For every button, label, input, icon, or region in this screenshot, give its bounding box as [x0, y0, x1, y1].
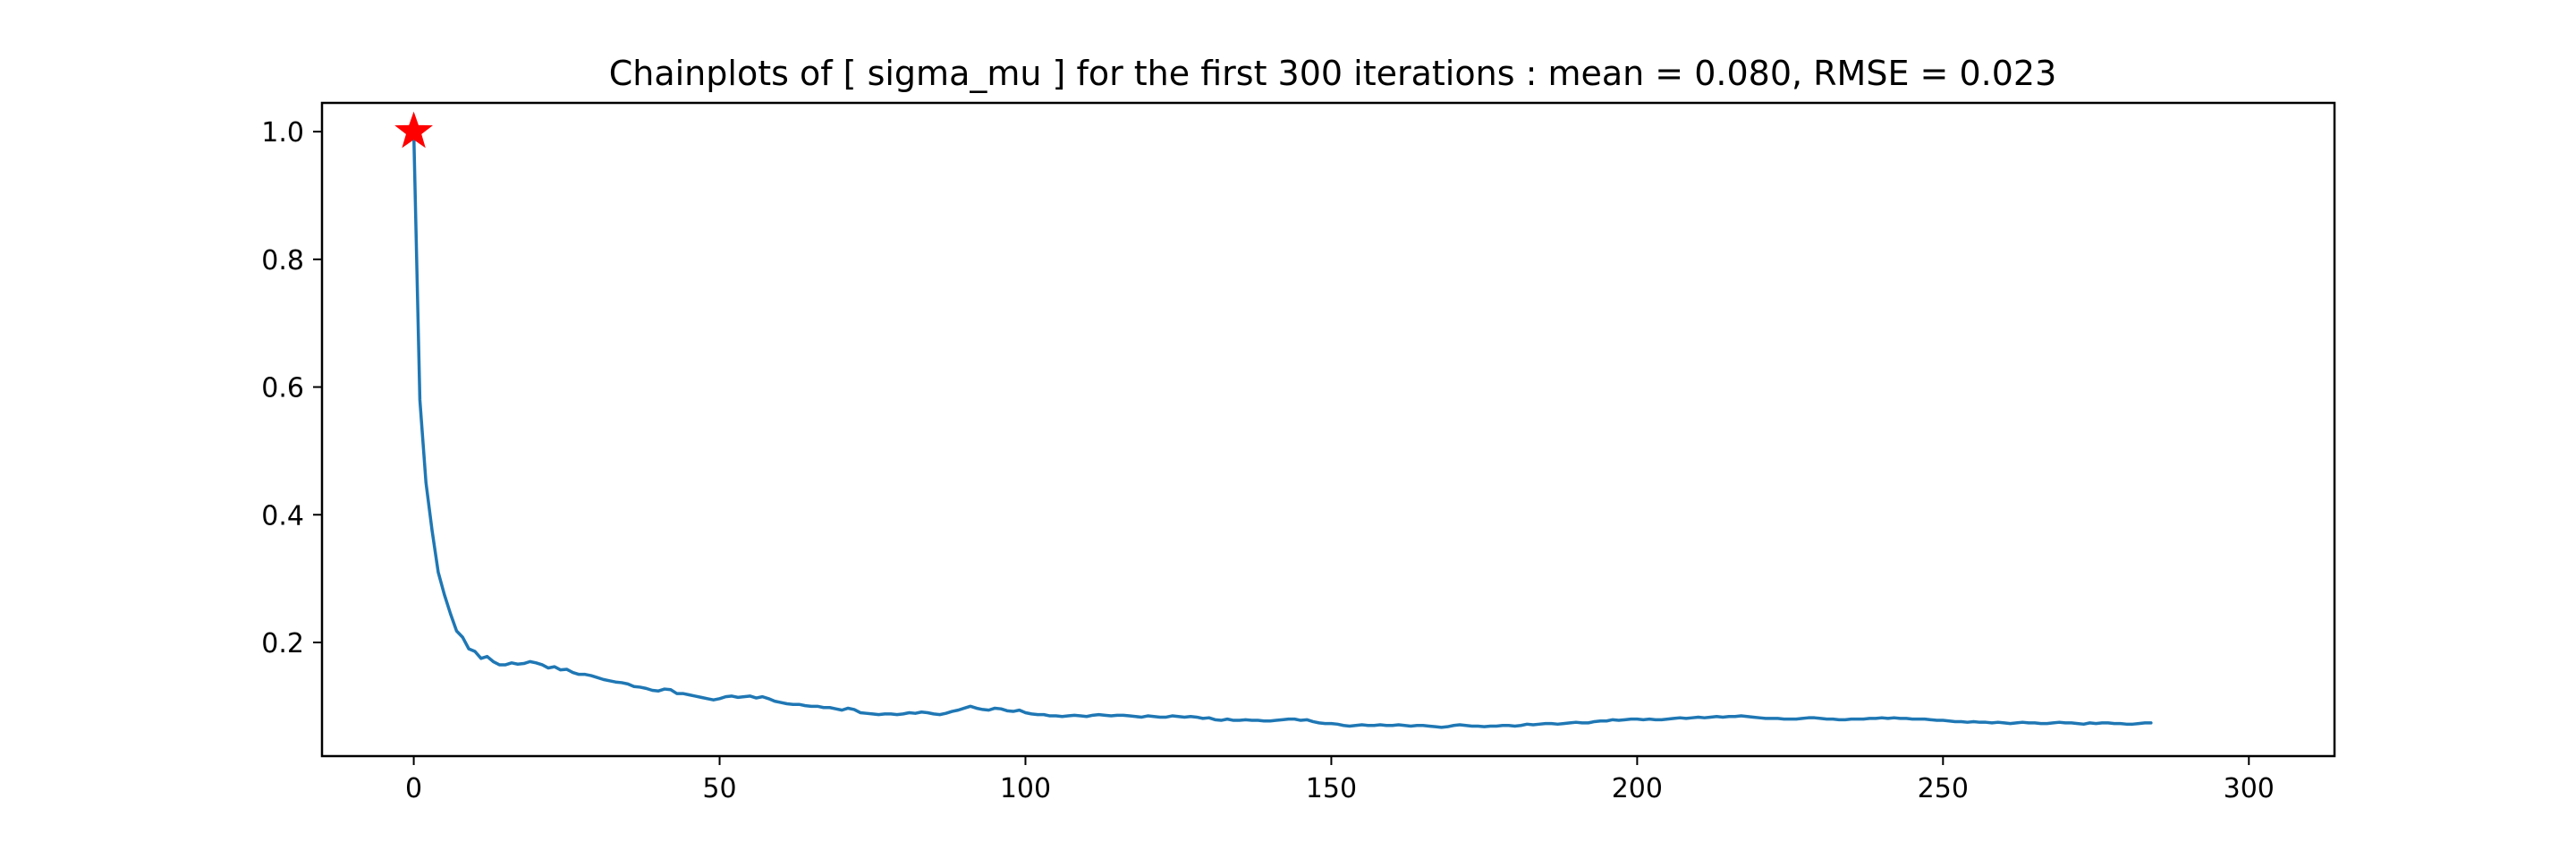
series-line — [411, 130, 2153, 729]
series-layer — [411, 130, 2153, 729]
y-tick-label: 0.6 — [261, 373, 304, 404]
x-tick-label: 100 — [1000, 773, 1051, 804]
x-tick-label: 200 — [1612, 773, 1663, 804]
chart-title: Chainplots of [ sigma_mu ] for the first… — [609, 54, 2057, 93]
marker-layer — [394, 111, 433, 149]
y-tick-label: 0.4 — [261, 500, 304, 532]
x-tick-label: 250 — [1918, 773, 1969, 804]
x-axis-ticks: 0 50 100 150 200 250 300 — [405, 756, 2275, 804]
start-star-marker — [394, 111, 433, 149]
y-tick-label: 1.0 — [261, 117, 304, 149]
y-tick-label: 0.2 — [261, 628, 304, 659]
plot-frame — [320, 101, 2336, 758]
x-tick-label: 300 — [2224, 773, 2275, 804]
x-tick-label: 0 — [405, 773, 422, 804]
x-tick-label: 50 — [702, 773, 736, 804]
x-tick-label: 150 — [1306, 773, 1357, 804]
y-tick-label: 0.8 — [261, 245, 304, 276]
y-axis-ticks: 0.2 0.4 0.6 0.8 1.0 — [261, 117, 322, 659]
